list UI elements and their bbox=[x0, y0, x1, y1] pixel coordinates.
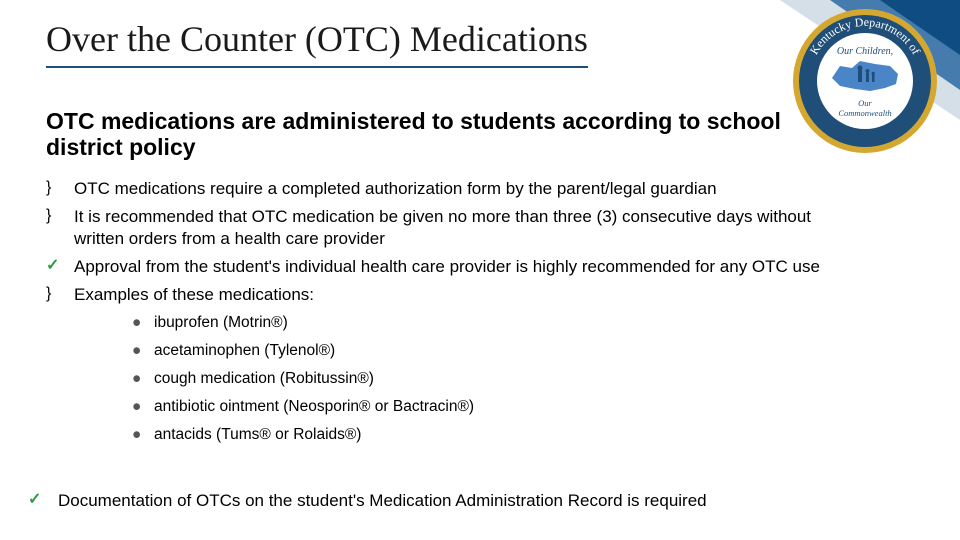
sub-bullet-list: ● ibuprofen (Motrin®) ● acetaminophen (T… bbox=[132, 314, 846, 444]
sub-bullet-text: acetaminophen (Tylenol®) bbox=[154, 342, 335, 360]
list-item: } Examples of these medications: bbox=[46, 284, 846, 306]
bullet-text: Examples of these medications: bbox=[74, 284, 846, 306]
list-item: ● ibuprofen (Motrin®) bbox=[132, 314, 846, 332]
bullet-text: OTC medications require a completed auth… bbox=[74, 178, 846, 200]
bullet-dot-icon: ● bbox=[132, 398, 154, 416]
seal-inner-bottom-text-1: Our bbox=[858, 98, 872, 108]
bullet-dot-icon: ● bbox=[132, 314, 154, 332]
seal-inner-top-text: Our Children, bbox=[837, 46, 893, 57]
final-bullet-text: Documentation of OTCs on the student's M… bbox=[58, 490, 707, 512]
list-item: ● antacids (Tums® or Rolaids®) bbox=[132, 426, 846, 444]
list-item: ● cough medication (Robitussin®) bbox=[132, 370, 846, 388]
bullet-mark-brace-icon: } bbox=[46, 284, 74, 305]
bullet-mark-check-icon: ✓ bbox=[28, 490, 58, 512]
list-item: ● acetaminophen (Tylenol®) bbox=[132, 342, 846, 360]
page-title: Over the Counter (OTC) Medications bbox=[46, 18, 588, 68]
seal-inner-bottom-text-2: Commonwealth bbox=[838, 108, 891, 118]
sub-bullet-text: antacids (Tums® or Rolaids®) bbox=[154, 426, 361, 444]
list-item: ● antibiotic ointment (Neosporin® or Bac… bbox=[132, 398, 846, 416]
bullet-text: It is recommended that OTC medication be… bbox=[74, 206, 846, 250]
sub-bullet-text: antibiotic ointment (Neosporin® or Bactr… bbox=[154, 398, 474, 416]
slide: Over the Counter (OTC) Medications OTC m… bbox=[0, 0, 960, 540]
bullet-text: Approval from the student's individual h… bbox=[74, 256, 846, 278]
sub-bullet-text: ibuprofen (Motrin®) bbox=[154, 314, 288, 332]
sub-bullet-text: cough medication (Robitussin®) bbox=[154, 370, 374, 388]
page-subtitle: OTC medications are administered to stud… bbox=[46, 108, 816, 161]
bullet-mark-brace-icon: } bbox=[46, 206, 74, 227]
bullet-dot-icon: ● bbox=[132, 426, 154, 444]
bullet-dot-icon: ● bbox=[132, 342, 154, 360]
bullet-mark-check-icon: ✓ bbox=[46, 256, 74, 277]
kde-seal-icon: Kentucky Department of Education Our Chi… bbox=[790, 6, 940, 156]
bullet-dot-icon: ● bbox=[132, 370, 154, 388]
list-item: } It is recommended that OTC medication … bbox=[46, 206, 846, 250]
list-item: } OTC medications require a completed au… bbox=[46, 178, 846, 200]
bullet-mark-brace-icon: } bbox=[46, 178, 74, 199]
bullet-list: } OTC medications require a completed au… bbox=[46, 178, 846, 454]
list-item: ✓ Approval from the student's individual… bbox=[46, 256, 846, 278]
final-bullet: ✓ Documentation of OTCs on the student's… bbox=[28, 490, 898, 512]
